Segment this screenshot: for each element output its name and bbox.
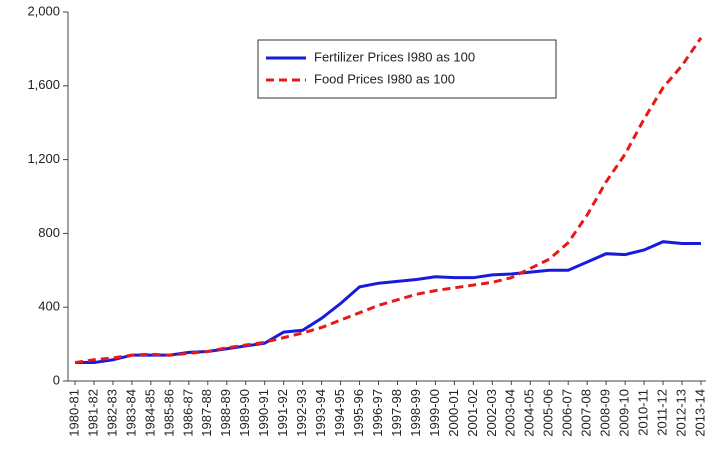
x-tick-label: 1993-94 [313, 389, 328, 437]
x-tick-label: 2010-11 [636, 389, 651, 436]
x-tick-label: 1999-00 [427, 389, 442, 437]
x-tick-label: 2008-09 [598, 389, 613, 437]
x-tick-label: 1980-81 [66, 389, 81, 437]
x-tick-label: 1983-84 [123, 389, 138, 437]
x-tick-label: 2005-06 [541, 389, 556, 437]
x-tick-label: 1984-85 [142, 389, 157, 437]
x-tick-label: 1997-98 [389, 389, 404, 437]
y-tick-label: 1,200 [27, 151, 60, 166]
x-tick-label: 1988-89 [218, 389, 233, 437]
x-tick-label: 1982-83 [104, 389, 119, 437]
x-tick-label: 1996-97 [370, 389, 385, 437]
y-tick-label: 1,600 [27, 77, 60, 92]
x-tick-label: 1985-86 [161, 389, 176, 437]
x-tick-label: 1991-92 [275, 389, 290, 437]
x-tick-label: 1998-99 [408, 389, 423, 437]
legend-label: Food Prices I980 as 100 [314, 71, 455, 86]
x-tick-label: 1981-82 [85, 389, 100, 437]
x-tick-label: 2002-03 [484, 389, 499, 437]
x-tick-label: 2011-12 [654, 389, 669, 436]
legend-box [257, 39, 557, 99]
x-tick-label: 1989-90 [237, 389, 252, 437]
x-tick-label: 2009-10 [617, 389, 632, 437]
x-tick-label: 1986-87 [180, 389, 195, 437]
y-tick-label: 400 [38, 299, 60, 314]
x-tick-label: 2004-05 [522, 389, 537, 437]
x-tick-label: 2012-13 [673, 389, 688, 437]
x-tick-label: 2000-01 [446, 389, 461, 437]
x-tick-label: 1994-95 [332, 389, 347, 437]
x-tick-label: 2013-14 [692, 389, 707, 437]
x-tick-label: 1990-91 [256, 389, 271, 437]
x-tick-label: 1987-88 [199, 389, 214, 437]
x-tick-label: 2006-07 [560, 389, 575, 437]
series-line [74, 36, 703, 365]
y-tick-label: 0 [53, 372, 60, 387]
y-tick-label: 800 [38, 225, 60, 240]
legend-label: Fertilizer Prices I980 as 100 [314, 49, 475, 64]
x-tick-label: 2003-04 [503, 389, 518, 437]
x-tick-label: 1995-96 [351, 389, 366, 437]
x-tick-label: 2001-02 [465, 389, 480, 437]
x-tick-label: 1992-93 [294, 389, 309, 437]
series-line [75, 240, 701, 365]
x-tick-label: 2007-08 [579, 389, 594, 437]
y-tick-label: 2,000 [27, 3, 60, 18]
